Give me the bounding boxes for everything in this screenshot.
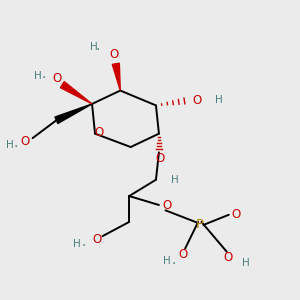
Text: .: .	[41, 67, 46, 81]
Text: .: .	[81, 235, 86, 249]
Text: .: .	[172, 253, 176, 267]
Text: O: O	[52, 72, 62, 85]
Text: O: O	[20, 135, 30, 148]
Polygon shape	[55, 104, 92, 124]
Text: H: H	[73, 239, 81, 249]
Text: O: O	[223, 251, 232, 264]
Text: .: .	[14, 136, 18, 150]
Text: H: H	[6, 140, 14, 150]
Text: O: O	[192, 94, 202, 106]
Polygon shape	[112, 63, 120, 91]
Text: H: H	[242, 258, 250, 268]
Text: O: O	[178, 248, 187, 261]
Text: H: H	[90, 43, 98, 52]
Polygon shape	[60, 82, 92, 104]
Text: H: H	[171, 175, 179, 185]
Text: O: O	[109, 48, 119, 61]
Text: H: H	[34, 71, 41, 81]
Text: O: O	[94, 126, 103, 139]
Text: H: H	[163, 256, 171, 266]
Text: O: O	[155, 152, 164, 165]
Text: O: O	[231, 208, 240, 221]
Text: .: .	[96, 39, 100, 53]
Text: O: O	[93, 233, 102, 246]
Text: O: O	[163, 200, 172, 212]
Text: P: P	[196, 218, 204, 231]
Text: H: H	[215, 95, 223, 105]
